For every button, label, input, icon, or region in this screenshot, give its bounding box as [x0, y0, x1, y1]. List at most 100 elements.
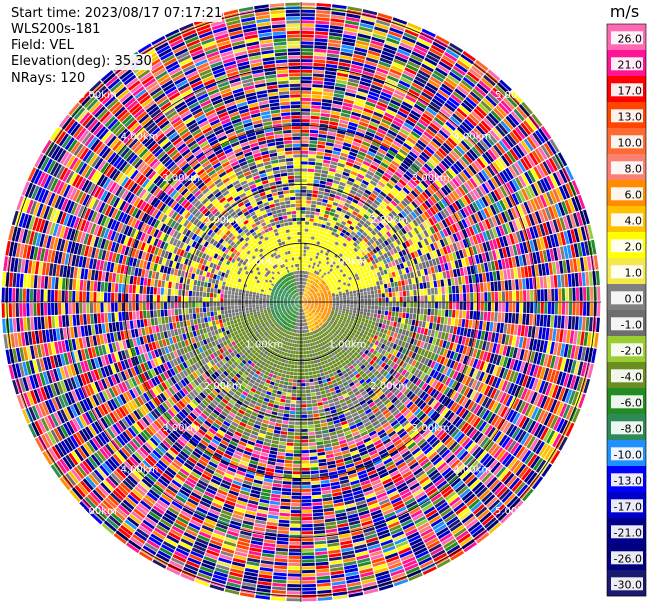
velocity-cell: [350, 255, 356, 260]
velocity-cell: [515, 279, 519, 290]
velocity-cell: [433, 70, 446, 80]
velocity-cell: [382, 302, 386, 307]
velocity-cell: [303, 326, 306, 330]
velocity-cell: [529, 277, 533, 290]
velocity-cell: [390, 219, 397, 227]
velocity-cell: [345, 92, 356, 98]
velocity-cell: [478, 80, 491, 92]
velocity-cell: [469, 68, 482, 80]
velocity-cell: [359, 26, 373, 33]
velocity-cell: [345, 20, 360, 26]
velocity-cell: [443, 124, 454, 134]
velocity-cell: [362, 326, 367, 331]
velocity-cell: [314, 288, 317, 291]
velocity-cell: [324, 273, 328, 277]
velocity-cell: [364, 63, 377, 71]
velocity-cell: [301, 299, 304, 302]
velocity-cell: [312, 193, 318, 198]
velocity-cell: [377, 128, 387, 135]
velocity-cell: [526, 290, 530, 302]
velocity-cell: [333, 93, 345, 99]
velocity-cell: [381, 323, 386, 329]
velocity-cell: [466, 310, 470, 319]
velocity-cell: [525, 313, 530, 325]
velocity-cell: [395, 307, 400, 312]
velocity-cell: [364, 249, 369, 254]
velocity-cell: [368, 232, 374, 238]
velocity-cell: [564, 315, 569, 329]
velocity-cell: [303, 297, 306, 300]
velocity-cell: [437, 309, 442, 317]
velocity-cell: [301, 295, 303, 299]
velocity-cell: [404, 156, 414, 165]
velocity-cell: [377, 181, 386, 188]
velocity-cell: [343, 30, 357, 36]
velocity-cell: [467, 71, 480, 82]
velocity-cell: [352, 108, 363, 114]
velocity-cell: [367, 208, 374, 214]
velocity-cell: [335, 210, 341, 215]
velocity-cell: [322, 217, 328, 222]
velocity-cell: [353, 50, 367, 57]
velocity-cell: [544, 302, 548, 314]
velocity-cell: [309, 246, 313, 251]
velocity-cell: [377, 12, 393, 20]
velocity-cell: [309, 288, 313, 292]
velocity-cell: [401, 318, 405, 324]
velocity-cell: [470, 302, 474, 311]
velocity-cell: [424, 57, 438, 67]
velocity-cell: [428, 79, 441, 89]
velocity-cell: [358, 253, 364, 259]
velocity-cell: [399, 291, 403, 297]
velocity-cell: [394, 137, 404, 145]
velocity-cell: [367, 217, 374, 223]
velocity-cell: [335, 305, 339, 308]
velocity-cell: [310, 239, 314, 244]
velocity-cell: [345, 161, 354, 167]
velocity-cell: [446, 206, 453, 215]
velocity-cell: [301, 189, 307, 193]
velocity-cell: [316, 259, 320, 264]
velocity-cell: [465, 135, 476, 146]
velocity-cell: [301, 147, 309, 151]
velocity-cell: [402, 285, 406, 291]
velocity-cell: [301, 143, 309, 147]
velocity-cell: [385, 78, 398, 86]
velocity-cell: [506, 150, 516, 163]
velocity-cell: [392, 93, 405, 101]
velocity-cell: [303, 351, 307, 355]
velocity-cell: [340, 51, 353, 57]
velocity-cell: [350, 244, 356, 250]
velocity-cell: [385, 40, 399, 48]
velocity-cell: [311, 276, 314, 280]
velocity-cell: [370, 309, 375, 314]
velocity-cell: [312, 498, 322, 503]
velocity-cell: [342, 105, 353, 111]
velocity-cell: [316, 441, 324, 446]
velocity-cell: [355, 245, 361, 250]
velocity-cell: [473, 108, 485, 120]
velocity-cell: [581, 316, 586, 331]
velocity-cell: [409, 221, 416, 229]
velocity-cell: [410, 85, 422, 94]
velocity-cell: [378, 222, 385, 229]
velocity-cell: [350, 231, 356, 236]
velocity-cell: [310, 346, 314, 350]
velocity-cell: [310, 385, 315, 390]
velocity-cell: [326, 241, 331, 246]
velocity-cell: [358, 84, 370, 91]
velocity-cell: [503, 118, 514, 131]
velocity-cell: [565, 302, 569, 315]
velocity-cell: [363, 308, 368, 313]
velocity-cell: [322, 220, 327, 225]
velocity-cell: [361, 163, 370, 170]
velocity-cell: [316, 285, 320, 289]
velocity-cell: [315, 388, 320, 392]
velocity-cell: [438, 61, 452, 71]
velocity-cell: [348, 216, 355, 222]
velocity-cell: [429, 76, 442, 86]
velocity-cell: [434, 213, 441, 222]
velocity-cell: [450, 150, 460, 160]
velocity-cell: [412, 283, 417, 290]
velocity-cell: [314, 172, 321, 177]
